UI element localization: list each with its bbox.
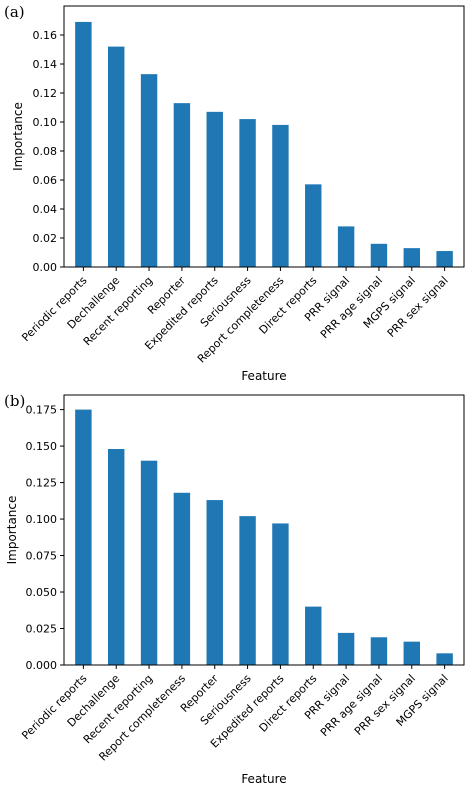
y-tick-label: 0.16 — [33, 29, 58, 42]
bar — [436, 251, 453, 267]
x-axis-label: Feature — [241, 772, 286, 786]
y-tick-label: 0.150 — [26, 440, 58, 453]
y-tick-label: 0.00 — [33, 261, 58, 274]
chart-panel-a: (a) 0.00 0.02 0.04 0.06 0.08 0.10 0.12 0.14 0.16 P… — [4, 3, 465, 383]
y-tick-label: 0.02 — [33, 232, 58, 245]
bar — [75, 21, 92, 268]
y-tick-label: 0.10 — [33, 116, 58, 129]
bar — [108, 46, 125, 267]
y-tick-label: 0.100 — [26, 513, 58, 526]
chart-panel-b: (b) 0.000 0.025 0.050 0.075 0.100 0.125 0.150 0.… — [4, 392, 465, 786]
x-tick-label: Direct reports — [257, 672, 320, 735]
bar — [206, 111, 223, 267]
axes-frame — [63, 5, 465, 268]
bar — [403, 248, 420, 267]
panel-label: (a) — [4, 3, 25, 21]
bar — [239, 119, 256, 267]
bar — [75, 409, 92, 665]
bar — [305, 606, 322, 665]
bar — [108, 449, 125, 665]
bar — [272, 523, 289, 665]
bar — [337, 632, 355, 665]
y-tick-label: 0.025 — [26, 623, 58, 636]
y-tick-label: 0.04 — [33, 203, 58, 216]
y-axis-label: Importance — [11, 102, 25, 171]
bar — [140, 74, 158, 268]
y-tick-label: 0.08 — [33, 145, 58, 158]
bar — [370, 637, 388, 665]
bar — [173, 103, 191, 268]
bar — [239, 516, 256, 665]
y-tick-label: 0.14 — [33, 58, 58, 71]
panel-label: (b) — [4, 392, 25, 410]
y-axis-label: Importance — [5, 496, 19, 565]
y-tick-label: 0.125 — [26, 477, 58, 490]
y-tick-label: 0.000 — [26, 659, 58, 672]
y-tick-label: 0.12 — [33, 87, 58, 100]
bar — [206, 500, 223, 665]
axes-frame — [63, 394, 465, 666]
bar — [403, 641, 420, 665]
y-tick-label: 0.075 — [26, 550, 58, 563]
bar — [173, 492, 191, 665]
bar — [436, 653, 453, 665]
bar — [140, 460, 158, 665]
x-tick-label: PRR sex signal — [385, 274, 451, 340]
x-tick-label: Direct reports — [257, 274, 320, 337]
bar — [272, 124, 289, 268]
bar — [337, 226, 355, 267]
bar — [370, 243, 388, 267]
y-tick-label: 0.050 — [26, 586, 58, 599]
y-tick-label: 0.06 — [33, 174, 58, 187]
y-tick-label: 0.175 — [26, 404, 58, 417]
bar — [305, 184, 322, 267]
x-axis-label: Feature — [241, 369, 286, 383]
